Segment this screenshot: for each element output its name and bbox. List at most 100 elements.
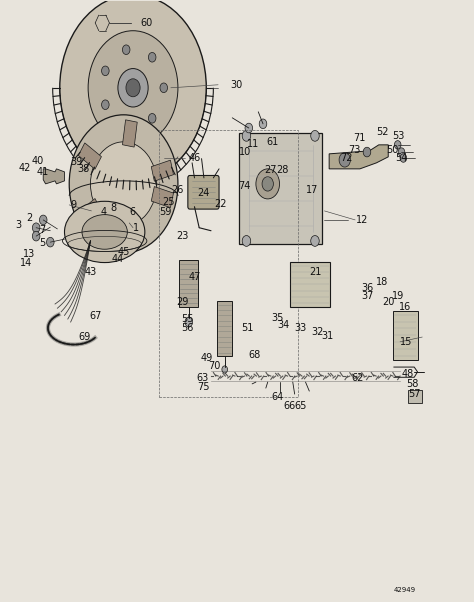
Circle shape	[148, 52, 156, 62]
FancyBboxPatch shape	[78, 199, 101, 225]
Bar	[159, 130, 299, 397]
Ellipse shape	[82, 215, 128, 249]
Circle shape	[69, 115, 178, 253]
Circle shape	[256, 169, 280, 199]
Text: 8: 8	[110, 203, 117, 213]
Text: 66: 66	[283, 401, 296, 411]
FancyBboxPatch shape	[122, 221, 137, 248]
Text: 28: 28	[276, 165, 288, 175]
Circle shape	[311, 235, 319, 246]
Text: 75: 75	[197, 382, 210, 392]
Text: 61: 61	[266, 137, 279, 147]
Circle shape	[32, 223, 40, 232]
Text: 42949: 42949	[393, 588, 416, 594]
FancyBboxPatch shape	[151, 187, 173, 208]
Text: 27: 27	[264, 165, 277, 175]
Text: 69: 69	[79, 332, 91, 342]
Text: 47: 47	[189, 272, 201, 282]
Text: 32: 32	[312, 327, 324, 337]
Circle shape	[95, 14, 109, 32]
Circle shape	[185, 317, 192, 327]
Circle shape	[245, 123, 253, 133]
Circle shape	[32, 231, 40, 241]
FancyBboxPatch shape	[78, 143, 101, 169]
Text: 59: 59	[159, 207, 172, 217]
Text: 22: 22	[214, 199, 227, 209]
Text: 31: 31	[321, 331, 333, 341]
Text: 55: 55	[181, 314, 194, 324]
Text: 63: 63	[197, 373, 209, 383]
Text: 57: 57	[408, 389, 420, 399]
Text: 54: 54	[395, 153, 408, 163]
Text: 25: 25	[162, 197, 175, 207]
Circle shape	[91, 142, 156, 226]
Circle shape	[60, 0, 206, 181]
Circle shape	[46, 237, 54, 247]
Text: 50: 50	[386, 144, 398, 155]
Text: 40: 40	[31, 156, 44, 166]
Text: 11: 11	[247, 138, 260, 149]
Circle shape	[398, 148, 405, 157]
Text: 5: 5	[39, 238, 46, 249]
Bar	[408, 390, 422, 403]
Text: 6: 6	[129, 207, 136, 217]
Text: 71: 71	[353, 132, 365, 143]
Text: 45: 45	[118, 247, 130, 256]
Text: 52: 52	[376, 126, 389, 137]
Text: 51: 51	[241, 323, 253, 333]
Text: 36: 36	[361, 283, 373, 293]
Ellipse shape	[64, 201, 145, 262]
Text: 30: 30	[230, 80, 242, 90]
Text: 2: 2	[27, 213, 33, 223]
Text: 23: 23	[176, 231, 189, 241]
FancyBboxPatch shape	[188, 175, 219, 209]
Text: 16: 16	[399, 302, 411, 312]
Text: 26: 26	[171, 185, 183, 195]
Text: 33: 33	[295, 323, 307, 333]
Text: 53: 53	[392, 131, 404, 141]
Circle shape	[160, 83, 167, 93]
FancyBboxPatch shape	[122, 120, 137, 147]
Circle shape	[394, 141, 401, 149]
Polygon shape	[43, 169, 64, 184]
Circle shape	[99, 19, 106, 27]
Text: 13: 13	[23, 249, 36, 259]
Circle shape	[60, 0, 206, 181]
Text: 48: 48	[401, 369, 414, 379]
Circle shape	[148, 114, 156, 123]
Text: 14: 14	[19, 258, 32, 268]
Bar	[290, 262, 330, 307]
Circle shape	[400, 154, 407, 163]
Text: 19: 19	[392, 291, 404, 301]
Text: 4: 4	[101, 207, 107, 217]
Text: 58: 58	[406, 379, 419, 389]
Text: 39: 39	[71, 157, 83, 167]
Text: 37: 37	[361, 291, 373, 301]
Text: 9: 9	[71, 200, 77, 210]
Circle shape	[311, 131, 319, 141]
Text: 72: 72	[340, 153, 353, 163]
Text: 43: 43	[85, 267, 97, 277]
Circle shape	[363, 147, 371, 157]
Polygon shape	[329, 145, 388, 169]
Text: 3: 3	[15, 220, 21, 231]
Text: 73: 73	[348, 144, 360, 155]
Circle shape	[339, 153, 350, 167]
Text: 62: 62	[351, 373, 364, 383]
Circle shape	[222, 366, 228, 373]
Circle shape	[101, 100, 109, 110]
Text: 7: 7	[39, 225, 46, 235]
Bar	[217, 301, 232, 356]
Circle shape	[126, 79, 140, 97]
Circle shape	[122, 121, 130, 131]
Circle shape	[118, 69, 148, 107]
Circle shape	[122, 45, 130, 55]
Text: 12: 12	[356, 215, 368, 225]
FancyBboxPatch shape	[151, 160, 173, 181]
Text: 18: 18	[376, 277, 389, 287]
Circle shape	[259, 119, 267, 129]
Text: 38: 38	[77, 164, 90, 174]
Text: 65: 65	[295, 401, 307, 411]
Bar	[393, 311, 418, 360]
Circle shape	[39, 215, 47, 225]
